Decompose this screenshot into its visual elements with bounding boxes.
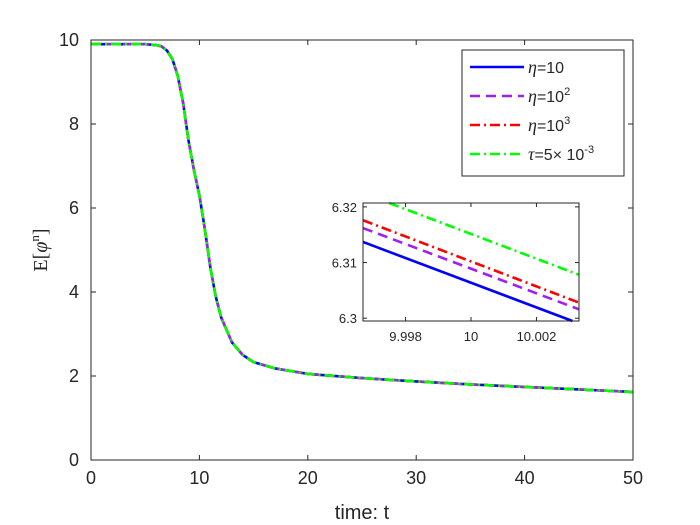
inset-x-tick-label: 9.998: [389, 329, 422, 344]
x-tick-label: 40: [515, 468, 535, 488]
legend-label-1: η=102: [528, 86, 570, 106]
inset-x-tick-label: 10.002: [517, 329, 557, 344]
y-tick-label: 2: [69, 366, 79, 386]
legend-label-0: η=10: [528, 57, 564, 77]
x-tick-label: 10: [189, 468, 209, 488]
y-tick-label: 0: [69, 450, 79, 470]
x-tick-label: 0: [86, 468, 96, 488]
inset-line-2: [362, 219, 580, 304]
inset-x-tick-label: 10: [464, 329, 478, 344]
legend-label-2: η=103: [528, 115, 570, 135]
x-tick-label: 20: [298, 468, 318, 488]
y-tick-label: 8: [69, 114, 79, 134]
legend-label-3: τ=5× 10-3: [528, 144, 594, 164]
inset-line-1: [362, 226, 580, 311]
y-tick-label: 6: [69, 198, 79, 218]
y-tick-label: 4: [69, 282, 79, 302]
plot-frame: [90, 39, 634, 461]
inset-y-tick-label: 6.32: [332, 200, 357, 215]
y-tick-label: 10: [59, 30, 79, 50]
y-axis-label: E[φn]: [27, 228, 52, 271]
series-line-3: [91, 42, 634, 394]
legend: η=10 η=102 η=103 τ=5× 10-3: [461, 49, 625, 177]
x-axis-label: time: t: [335, 502, 390, 524]
inset-y-tick-label: 6.31: [332, 256, 357, 271]
x-tick-label: 50: [623, 468, 643, 488]
legend-box: [461, 49, 625, 177]
inset-plot: 9.998 10 10.002 6.3 6.31 6.32: [332, 200, 580, 344]
inset-line-3: [388, 201, 580, 277]
inset-frame: [362, 202, 580, 322]
inset-y-tick-label: 6.3: [339, 311, 357, 326]
inset-line-0: [362, 240, 573, 323]
x-tick-label: 30: [406, 468, 426, 488]
